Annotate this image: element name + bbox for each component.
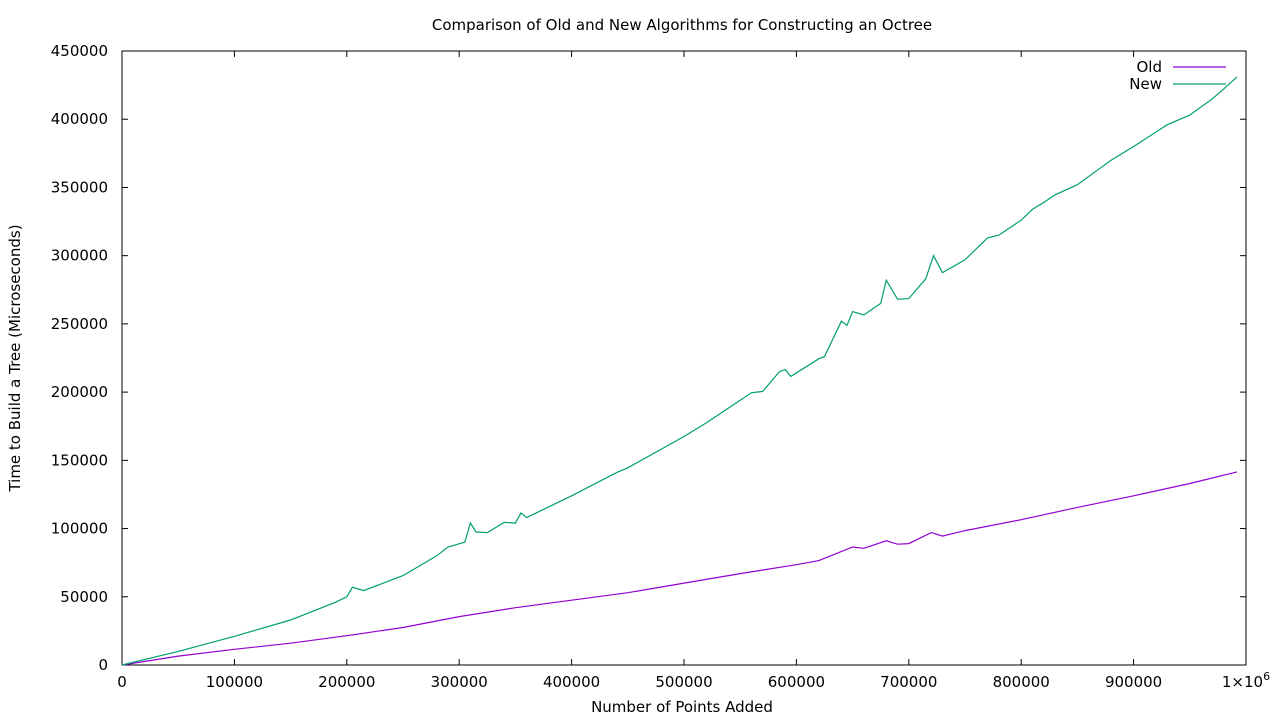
x-tick-label: 500000 (655, 673, 712, 691)
x-tick-label: 0 (117, 673, 127, 691)
x-tick-label: 100000 (206, 673, 263, 691)
y-tick-label: 0 (98, 656, 108, 674)
x-tick-label: 700000 (880, 673, 937, 691)
x-tick-label: 600000 (768, 673, 825, 691)
y-tick-label: 400000 (51, 110, 108, 128)
x-tick-label: 900000 (1105, 673, 1162, 691)
x-tick-label: 800000 (993, 673, 1050, 691)
x-tick-label: 300000 (431, 673, 488, 691)
y-tick-label: 50000 (60, 588, 108, 606)
y-tick-label: 150000 (51, 451, 108, 469)
x-tick-label: 200000 (318, 673, 375, 691)
y-tick-label: 350000 (51, 178, 108, 196)
x-tick-label: 400000 (543, 673, 600, 691)
series-line-new (121, 76, 1238, 666)
plot-frame (121, 50, 1247, 666)
legend-label-new: New (1129, 75, 1162, 93)
y-tick-label: 300000 (51, 247, 108, 265)
x-tick-label: 1×106 (1222, 670, 1270, 691)
series-line-old (121, 471, 1238, 666)
y-tick-label: 250000 (51, 315, 108, 333)
y-tick-label: 200000 (51, 383, 108, 401)
chart-title: Comparison of Old and New Algorithms for… (432, 16, 932, 34)
axis-ticks: 0 100000 200000 300000 400000 500000 600000 700… (51, 42, 1270, 691)
y-axis-label: Time to Build a Tree (Microseconds) (6, 224, 24, 492)
legend-label-old: Old (1137, 58, 1163, 76)
series-lines (121, 76, 1238, 666)
y-tick-label: 450000 (51, 42, 108, 60)
x-axis-label: Number of Points Added (591, 698, 773, 716)
x-tick-label-exponent: 6 (1263, 670, 1270, 683)
y-tick-label: 100000 (51, 520, 108, 538)
